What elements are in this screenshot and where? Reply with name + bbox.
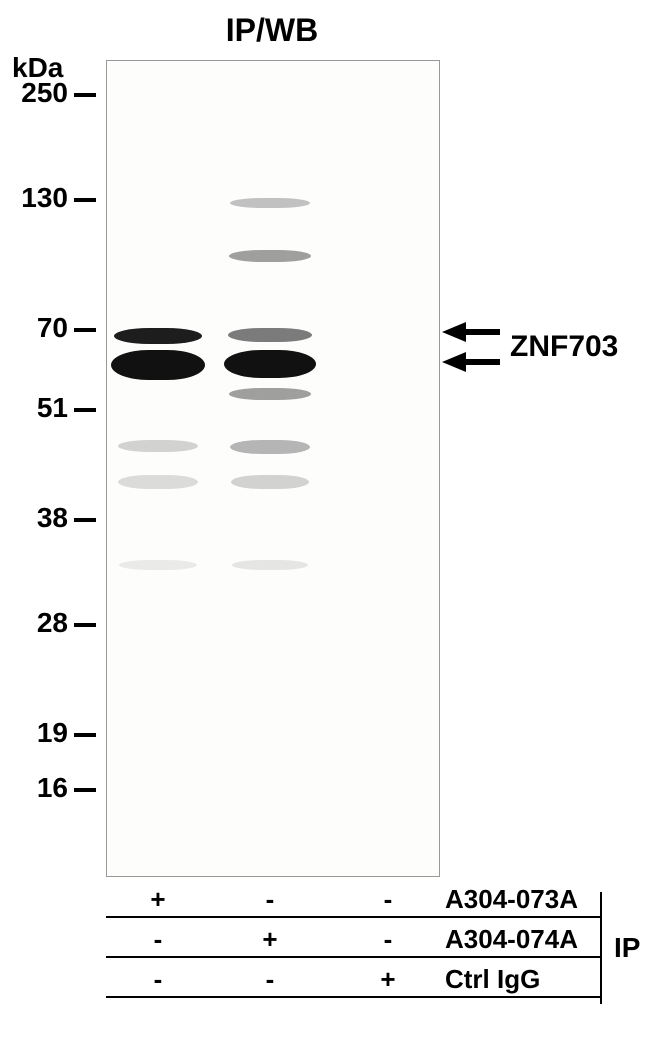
table-rule bbox=[106, 916, 590, 918]
protein-band bbox=[230, 440, 310, 454]
arrow-shaft bbox=[464, 329, 500, 335]
mw-marker-label: 250 bbox=[8, 77, 68, 109]
mw-marker-label: 28 bbox=[8, 607, 68, 639]
lane-condition-symbol: - bbox=[373, 924, 403, 955]
lane-condition-symbol: - bbox=[255, 964, 285, 995]
table-rule bbox=[106, 996, 590, 998]
protein-band bbox=[114, 328, 202, 344]
figure-title: IP/WB bbox=[106, 12, 438, 49]
antibody-label: Ctrl IgG bbox=[445, 964, 540, 995]
lane-condition-symbol: - bbox=[373, 884, 403, 915]
lane-condition-symbol: - bbox=[143, 924, 173, 955]
mw-marker-tick bbox=[74, 518, 96, 522]
protein-band bbox=[111, 350, 205, 380]
protein-band bbox=[119, 560, 197, 570]
mw-marker-tick bbox=[74, 733, 96, 737]
mw-marker-label: 51 bbox=[8, 392, 68, 424]
mw-marker-tick bbox=[74, 198, 96, 202]
protein-band bbox=[230, 198, 310, 208]
table-rule bbox=[590, 956, 602, 958]
lane-condition-symbol: + bbox=[143, 884, 173, 915]
protein-band bbox=[231, 475, 309, 489]
mw-marker-tick bbox=[74, 328, 96, 332]
mw-marker-label: 16 bbox=[8, 772, 68, 804]
mw-marker-label: 38 bbox=[8, 502, 68, 534]
arrow-shaft bbox=[464, 359, 500, 365]
antibody-label: A304-073A bbox=[445, 884, 578, 915]
protein-band bbox=[118, 440, 198, 452]
protein-band bbox=[229, 250, 311, 262]
arrow-icon bbox=[442, 352, 466, 372]
arrow-icon bbox=[442, 322, 466, 342]
mw-marker-label: 19 bbox=[8, 717, 68, 749]
mw-marker-tick bbox=[74, 408, 96, 412]
mw-marker-tick bbox=[74, 93, 96, 97]
ip-group-label: IP bbox=[614, 932, 640, 964]
protein-band bbox=[228, 328, 312, 342]
lane-condition-symbol: + bbox=[373, 964, 403, 995]
protein-band bbox=[224, 350, 316, 378]
table-rule bbox=[106, 956, 590, 958]
lane-condition-symbol: + bbox=[255, 924, 285, 955]
antibody-label: A304-074A bbox=[445, 924, 578, 955]
mw-marker-tick bbox=[74, 623, 96, 627]
target-protein-label: ZNF703 bbox=[510, 330, 618, 364]
table-rule bbox=[590, 996, 602, 998]
protein-band bbox=[232, 560, 308, 570]
mw-marker-label: 70 bbox=[8, 312, 68, 344]
mw-marker-label: 130 bbox=[8, 182, 68, 214]
lane-condition-symbol: - bbox=[143, 964, 173, 995]
lane-condition-symbol: - bbox=[255, 884, 285, 915]
mw-marker-tick bbox=[74, 788, 96, 792]
western-blot-membrane bbox=[106, 60, 440, 877]
protein-band bbox=[229, 388, 311, 400]
table-rule bbox=[590, 916, 602, 918]
ip-bracket bbox=[600, 892, 602, 1004]
protein-band bbox=[118, 475, 198, 489]
